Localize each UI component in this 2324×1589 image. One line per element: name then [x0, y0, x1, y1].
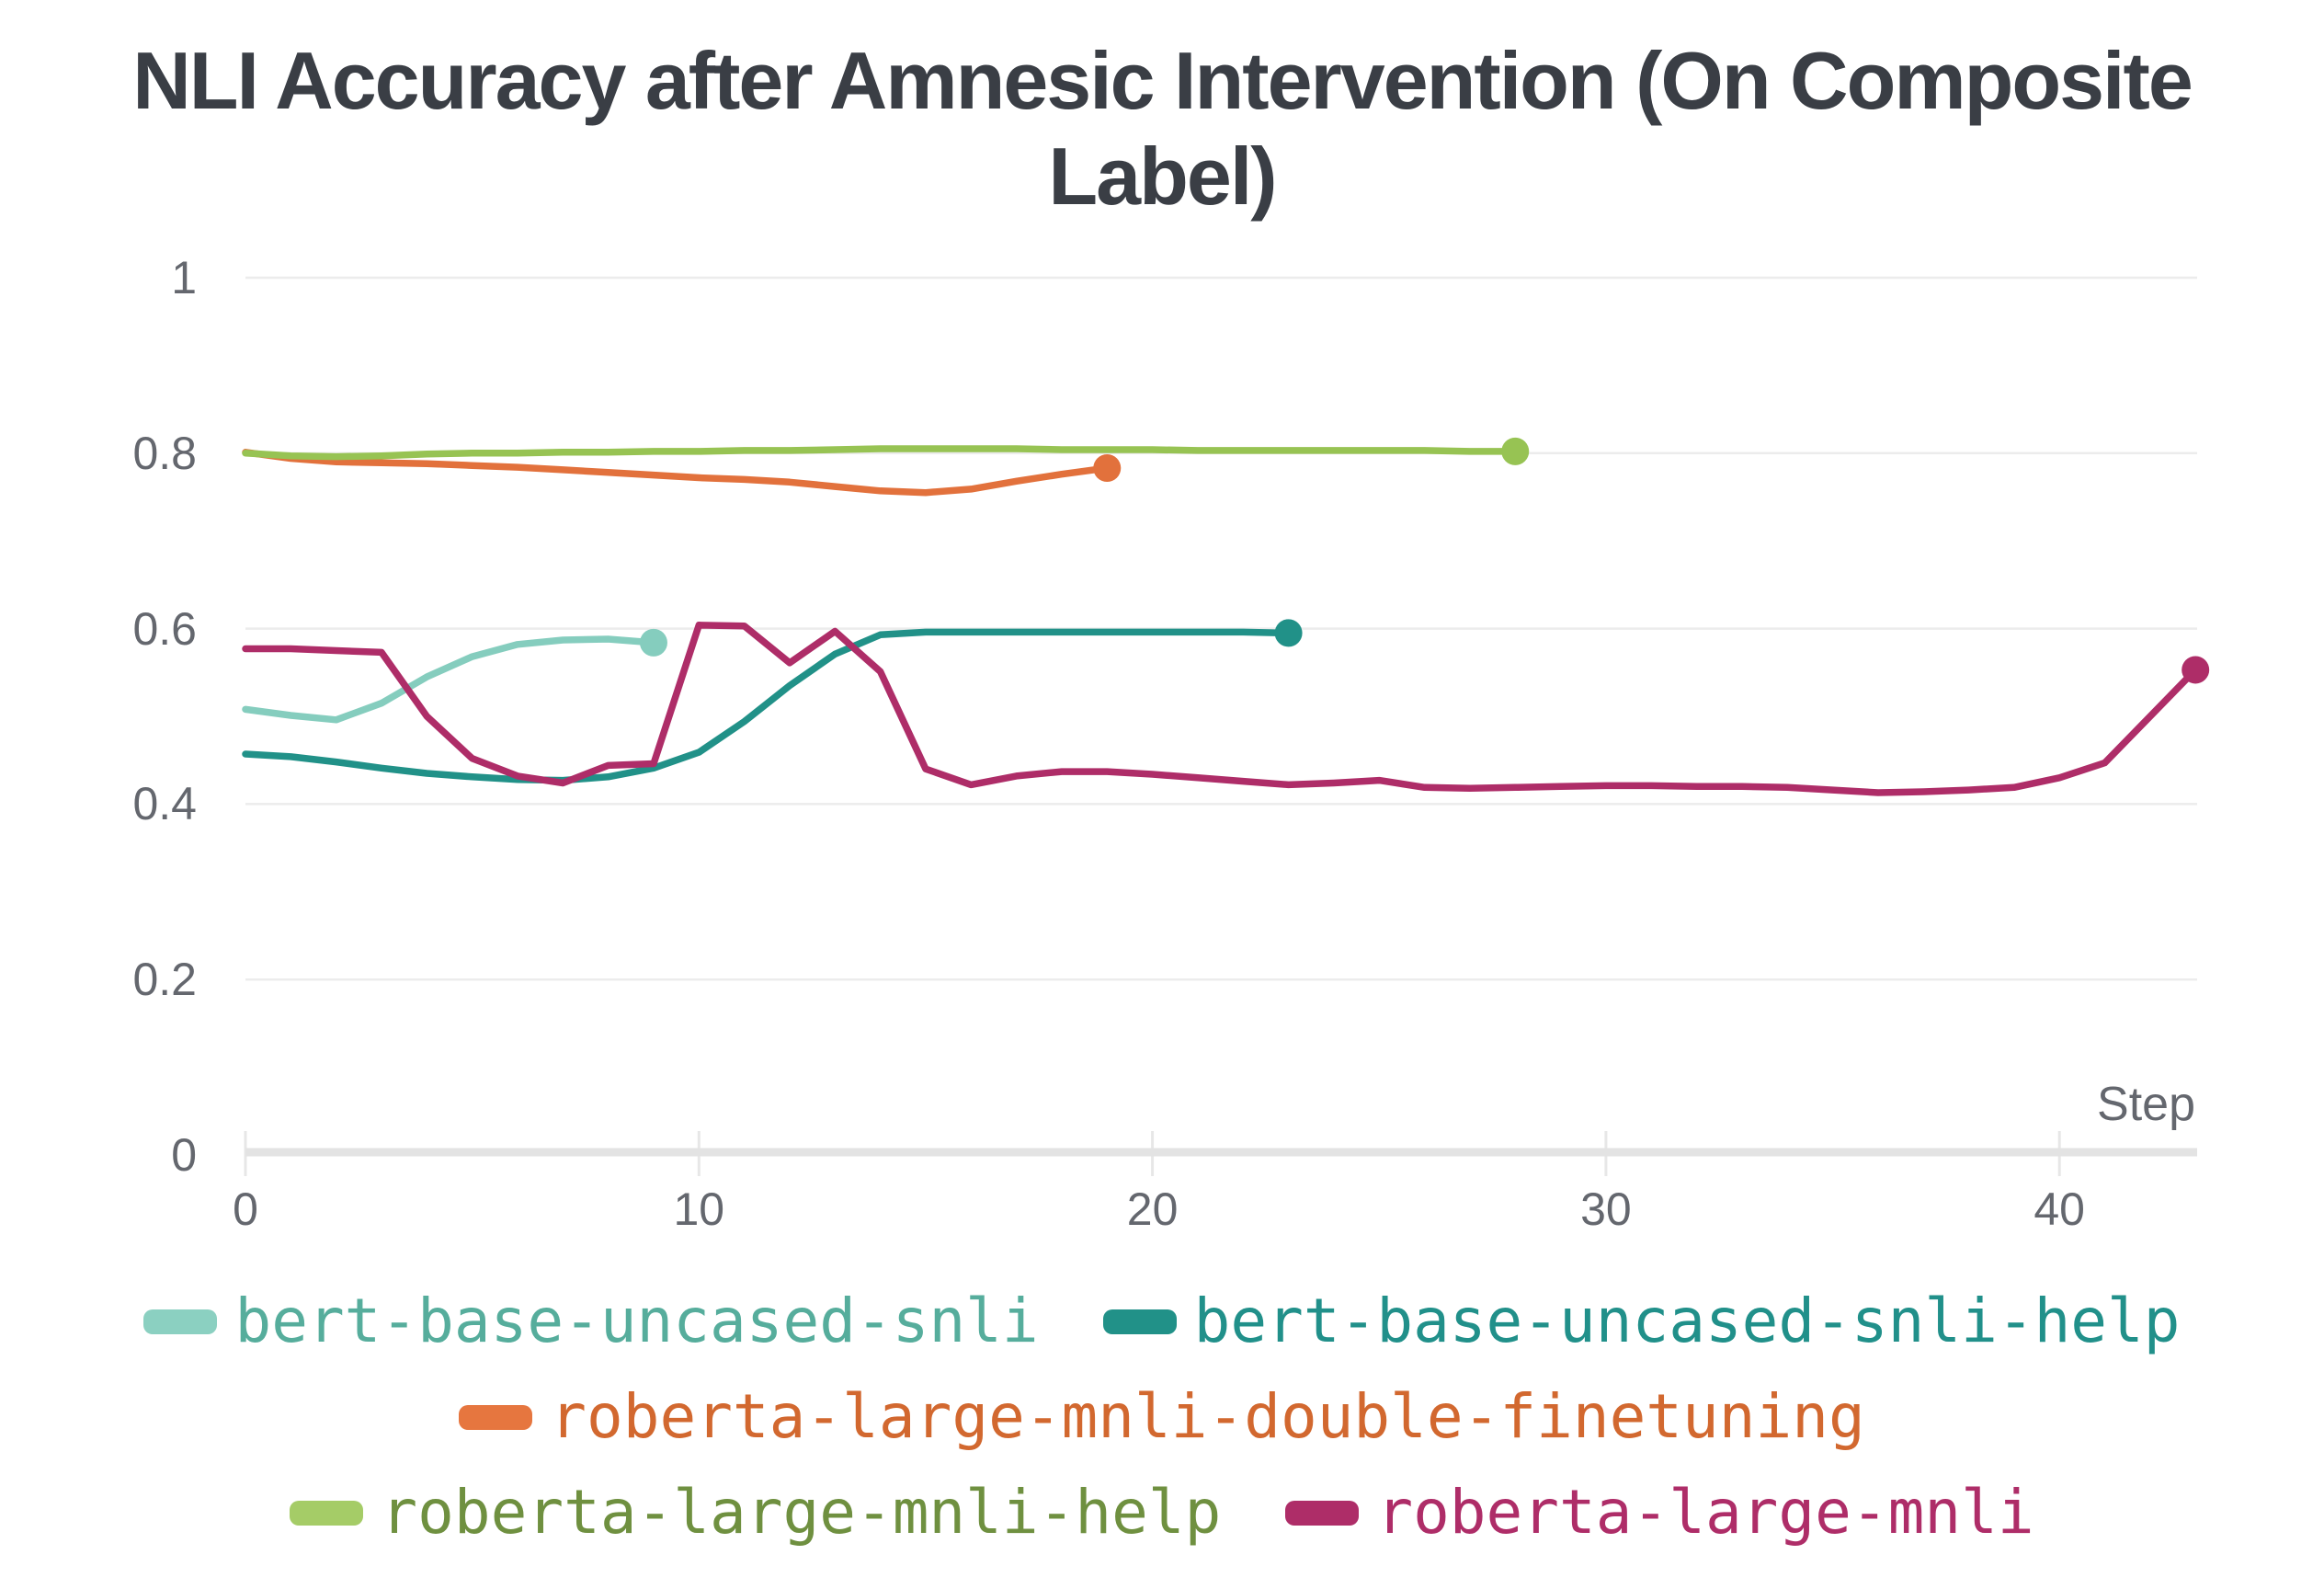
legend: bert-base-uncased-snli bert-base-uncased-…: [0, 1280, 2324, 1554]
legend-item-bert-base-uncased-snli[interactable]: bert-base-uncased-snli: [143, 1280, 1039, 1363]
series-endpoint-bert-base-uncased-snli[interactable]: [639, 628, 667, 657]
legend-item-roberta-large-mnli[interactable]: roberta-large-mnli: [1285, 1471, 2034, 1554]
chart-title: NLI Accuracy after Amnesic Intervention …: [0, 33, 2324, 224]
legend-label-bert-base-uncased-snli-help: bert-base-uncased-snli-help: [1193, 1286, 2181, 1356]
x-tick-label-20: 20: [1126, 1183, 1179, 1235]
series-line-bert-base-uncased-snli[interactable]: [242, 635, 657, 724]
y-tick-label-0.8: 0.8: [132, 427, 197, 479]
legend-label-roberta-large-mnli-help: roberta-large-mnli-help: [381, 1477, 1222, 1548]
legend-swatch-bert-base-uncased-snli-help: [1102, 1309, 1177, 1334]
series-line-roberta-large-mnli-help[interactable]: [242, 445, 1519, 461]
legend-row-3: roberta-large-mnli-help roberta-large-mnl…: [0, 1471, 2324, 1554]
legend-swatch-roberta-large-mnli-double-finetuning: [459, 1404, 533, 1430]
series-line-bert-base-uncased-snli-help[interactable]: [242, 628, 1293, 784]
legend-row-2: roberta-large-mnli-double-finetuning: [0, 1376, 2324, 1458]
chart-title-line1: NLI Accuracy after Amnesic Intervention …: [132, 35, 2193, 126]
x-tick-label-30: 30: [1580, 1183, 1632, 1235]
legend-label-roberta-large-mnli-double-finetuning: roberta-large-mnli-double-finetuning: [550, 1381, 1865, 1452]
series-line-roberta-large-mnli-double-finetuning[interactable]: [242, 449, 1111, 497]
y-tick-label-0.4: 0.4: [132, 778, 197, 830]
series-endpoint-roberta-large-mnli-help[interactable]: [1501, 437, 1530, 465]
legend-row-1: bert-base-uncased-snli bert-base-uncased-…: [0, 1280, 2324, 1363]
series-endpoint-roberta-large-mnli[interactable]: [2182, 656, 2210, 684]
legend-item-roberta-large-mnli-help[interactable]: roberta-large-mnli-help: [290, 1471, 1221, 1554]
y-tick-label-0.6: 0.6: [132, 602, 197, 655]
chart-title-line2: Label): [1048, 131, 1277, 222]
legend-label-roberta-large-mnli: roberta-large-mnli: [1376, 1477, 2034, 1548]
series-endpoint-roberta-large-mnli-double-finetuning[interactable]: [1093, 454, 1122, 483]
series-line-roberta-large-mnli[interactable]: [242, 622, 2199, 796]
y-tick-label-0: 0: [171, 1129, 197, 1181]
legend-swatch-bert-base-uncased-snli: [143, 1309, 218, 1334]
legend-label-bert-base-uncased-snli: bert-base-uncased-snli: [234, 1286, 1039, 1356]
y-tick-label-1: 1: [171, 252, 197, 303]
x-tick-label-0: 0: [233, 1183, 258, 1235]
legend-item-roberta-large-mnli-double-finetuning[interactable]: roberta-large-mnli-double-finetuning: [459, 1376, 1865, 1458]
x-tick-label-10: 10: [673, 1183, 725, 1235]
legend-item-bert-base-uncased-snli-help[interactable]: bert-base-uncased-snli-help: [1102, 1280, 2181, 1363]
y-tick-label-0.2: 0.2: [132, 954, 197, 1006]
x-axis-title: Step: [2097, 1078, 2195, 1131]
legend-swatch-roberta-large-mnli-help: [290, 1500, 364, 1526]
x-tick-label-40: 40: [2034, 1183, 2085, 1235]
legend-swatch-roberta-large-mnli: [1285, 1500, 1360, 1526]
series-endpoint-bert-base-uncased-snli-help[interactable]: [1274, 619, 1303, 647]
